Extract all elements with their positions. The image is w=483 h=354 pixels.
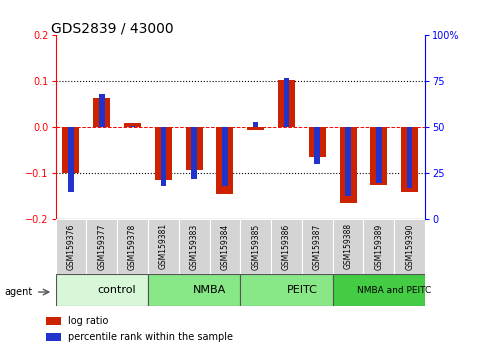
Bar: [253, 122, 258, 127]
Bar: [93, 98, 110, 127]
Text: NMBA and PEITC: NMBA and PEITC: [357, 286, 431, 295]
Bar: [340, 127, 356, 203]
Text: GSM159389: GSM159389: [374, 223, 384, 269]
Bar: [364, 219, 394, 274]
Text: GSM159381: GSM159381: [159, 223, 168, 269]
Bar: [271, 219, 302, 274]
Bar: [247, 127, 264, 130]
Text: GSM159383: GSM159383: [190, 223, 199, 269]
Bar: [185, 127, 202, 170]
Text: log ratio: log ratio: [68, 316, 108, 326]
Text: percentile rank within the sample: percentile rank within the sample: [68, 332, 233, 342]
Bar: [99, 94, 104, 127]
Bar: [56, 219, 86, 274]
Bar: [240, 219, 271, 274]
Bar: [394, 219, 425, 274]
Bar: [302, 219, 333, 274]
Bar: [210, 219, 240, 274]
Bar: [56, 274, 148, 306]
Bar: [130, 126, 135, 127]
Bar: [314, 127, 320, 164]
Bar: [333, 274, 425, 306]
Text: GSM159385: GSM159385: [251, 223, 260, 269]
Bar: [278, 80, 295, 127]
Text: GSM159388: GSM159388: [343, 223, 353, 269]
Bar: [370, 127, 387, 185]
Text: GSM159376: GSM159376: [67, 223, 75, 270]
Text: GSM159378: GSM159378: [128, 223, 137, 269]
Bar: [376, 127, 382, 183]
Text: GSM159384: GSM159384: [220, 223, 229, 269]
Bar: [240, 274, 333, 306]
Bar: [216, 127, 233, 194]
Bar: [62, 127, 79, 172]
Bar: [284, 78, 289, 127]
Bar: [179, 219, 210, 274]
Bar: [160, 127, 166, 186]
Bar: [68, 127, 74, 192]
Bar: [345, 127, 351, 195]
Bar: [401, 127, 418, 192]
Text: GDS2839 / 43000: GDS2839 / 43000: [51, 21, 173, 35]
Bar: [155, 127, 172, 181]
Bar: [407, 127, 412, 188]
Bar: [148, 219, 179, 274]
Bar: [124, 123, 141, 127]
Text: GSM159390: GSM159390: [405, 223, 414, 270]
Text: agent: agent: [5, 287, 33, 297]
Bar: [86, 219, 117, 274]
Bar: [46, 333, 61, 341]
Bar: [222, 127, 227, 186]
Bar: [46, 317, 61, 325]
Bar: [309, 127, 326, 157]
Bar: [148, 274, 241, 306]
Text: control: control: [98, 285, 136, 295]
Bar: [191, 127, 197, 179]
Bar: [333, 219, 364, 274]
Text: GSM159377: GSM159377: [97, 223, 106, 270]
Text: GSM159386: GSM159386: [282, 223, 291, 269]
Text: NMBA: NMBA: [193, 285, 226, 295]
Text: GSM159387: GSM159387: [313, 223, 322, 269]
Text: PEITC: PEITC: [286, 285, 317, 295]
Bar: [117, 219, 148, 274]
